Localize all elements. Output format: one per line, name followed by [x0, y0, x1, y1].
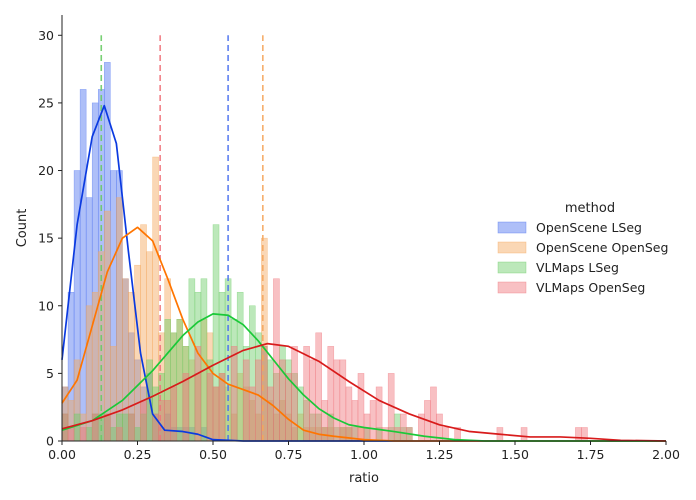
y-tick-label-5: 25: [38, 95, 54, 110]
y-tick-label-2: 10: [38, 298, 54, 313]
bar-series-3-bin-39: [375, 386, 383, 442]
y-tick-label-3: 15: [38, 231, 54, 246]
bar-series-3-bin-10: [164, 400, 171, 442]
legend-label-3: VLMaps OpenSeg: [536, 280, 645, 295]
bar-series-3-bin-19: [248, 386, 256, 442]
bar-series-3-bin-14: [206, 373, 214, 442]
bar-series-1-bin-12: [134, 264, 141, 442]
bar-series-3-bin-5: [116, 427, 123, 442]
bar-series-3-bin-16: [218, 373, 226, 442]
kde-curve-series-2: [61, 313, 666, 442]
x-axis-label: ratio: [349, 471, 379, 486]
bar-series-2-bin-8: [122, 413, 129, 442]
legend-label-1: OpenScene OpenSeg: [536, 240, 668, 255]
legend-swatch-3: [497, 281, 527, 294]
bar-series-3-bin-7: [140, 400, 147, 442]
bar-series-0-bin-3: [79, 89, 87, 442]
x-ticks: 0.00 0.25 0.50 0.75 1.00 1.25 1.50 1.75 2.00: [48, 441, 680, 462]
bar-series-3-bin-36: [357, 373, 365, 442]
bar-series-3-bin-31: [327, 346, 335, 442]
bar-series-2-bin-6: [110, 427, 117, 442]
legend-label-2: VLMaps LSeg: [536, 260, 619, 275]
x-tick-label-6: 1.50: [501, 447, 529, 462]
legend: method OpenScene LSeg OpenScene OpenSeg VL…: [497, 201, 668, 295]
bar-series-3-bin-1: [67, 427, 75, 442]
bar-series-3-bin-53: [575, 427, 582, 442]
kde-curve-series-0: [61, 104, 666, 442]
bar-series-3-bin-27: [303, 346, 310, 442]
bar-series-3-bin-52: [520, 427, 528, 442]
bar-series-3-bin-22: [267, 386, 274, 442]
x-tick-label-2: 0.50: [199, 447, 227, 462]
bar-series-3-bin-26: [291, 346, 298, 442]
legend-swatch-2: [497, 261, 527, 274]
legend-swatch-1: [497, 241, 527, 254]
kde-curve-series-3: [61, 342, 667, 442]
bar-series-3-bin-15: [212, 386, 220, 442]
bar-series-3-bin-18: [242, 359, 250, 442]
x-tick-label-5: 1.25: [426, 447, 454, 462]
bar-series-3-bin-6: [128, 413, 135, 442]
x-tick-label-0: 0.00: [48, 447, 76, 462]
bar-series-2-bin-27: [236, 291, 244, 442]
bar-series-3-bin-43: [399, 413, 407, 442]
bar-series-3-bin-11: [170, 386, 178, 442]
bar-series-3-bin-34: [345, 386, 353, 442]
mean-lines: [100, 35, 264, 441]
bar-series-3-bin-20: [255, 359, 262, 442]
bar-series-3-bin-42: [393, 427, 401, 442]
bar-series-3-bin-13: [194, 346, 202, 442]
legend-label-0: OpenScene LSeg: [536, 220, 642, 235]
bar-series-2-bin-19: [188, 278, 196, 442]
bar-series-3-bin-38: [369, 400, 377, 442]
y-tick-label-6: 30: [38, 28, 54, 43]
x-tick-label-1: 0.25: [124, 447, 152, 462]
bar-series-3-bin-33: [339, 359, 347, 442]
kde-curve-series-1: [61, 226, 666, 442]
bar-series-2-bin-2: [85, 427, 93, 442]
bar-series-3-bin-25: [285, 373, 292, 442]
bar-series-2-bin-10: [134, 427, 141, 442]
bar-series-1-bin-7: [104, 210, 111, 442]
x-tick-label-3: 0.75: [275, 447, 303, 462]
bar-series-2-bin-1: [73, 413, 81, 442]
y-tick-label-1: 5: [46, 366, 54, 381]
x-tick-label-4: 1.00: [350, 447, 378, 462]
bar-series-3-bin-4: [104, 413, 111, 442]
y-ticks: 0 5 10 15 20 25 30: [38, 28, 62, 449]
legend-title: method: [565, 201, 615, 216]
y-tick-label-4: 20: [38, 163, 54, 178]
kde-curves: [61, 104, 667, 442]
x-tick-label-7: 1.75: [577, 447, 605, 462]
bar-series-3-bin-2: [79, 427, 87, 442]
legend-swatch-0: [497, 221, 527, 234]
bar-series-3-bin-35: [351, 400, 359, 442]
bar-series-1-bin-8: [110, 346, 117, 442]
y-tick-label-0: 0: [46, 434, 54, 449]
bar-series-3-bin-17: [230, 346, 238, 442]
bar-series-3-bin-47: [430, 386, 437, 442]
y-axis-label: Count: [15, 209, 30, 248]
x-tick-label-8: 2.00: [652, 447, 680, 462]
bar-series-3-bin-29: [315, 332, 322, 442]
